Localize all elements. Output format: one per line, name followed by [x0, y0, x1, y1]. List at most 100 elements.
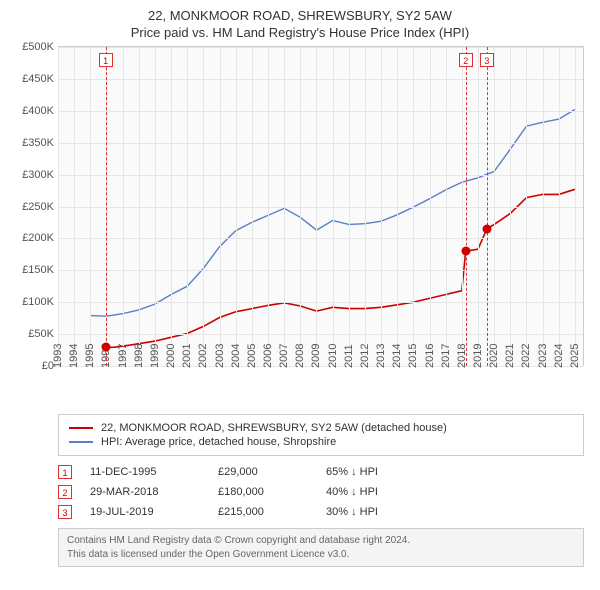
x-axis-label: 2003	[214, 344, 226, 368]
x-axis-label: 2002	[197, 344, 209, 368]
x-axis-label: 2020	[488, 344, 500, 368]
legend-swatch	[69, 427, 93, 429]
plot-area: £0£50K£100K£150K£200K£250K£300K£350K£400…	[58, 46, 584, 366]
x-axis-label: 2016	[424, 344, 436, 368]
gridline-v	[413, 47, 414, 366]
sale-price: £180,000	[218, 486, 308, 498]
gridline-v	[381, 47, 382, 366]
marker-line	[487, 47, 488, 366]
gridline-v	[284, 47, 285, 366]
y-axis-label: £100K	[10, 296, 54, 308]
y-axis-label: £0	[10, 360, 54, 372]
x-axis-label: 1995	[84, 344, 96, 368]
y-axis-label: £250K	[10, 201, 54, 213]
sale-row: 319-JUL-2019£215,00030% ↓ HPI	[58, 502, 584, 522]
x-axis-label: 2013	[375, 344, 387, 368]
gridline-h	[58, 175, 583, 176]
gridline-v	[74, 47, 75, 366]
x-axis-label: 2012	[359, 344, 371, 368]
gridline-h	[58, 111, 583, 112]
x-axis-label: 1993	[52, 344, 64, 368]
legend-item: 22, MONKMOOR ROAD, SHREWSBURY, SY2 5AW (…	[69, 421, 573, 435]
x-axis-label: 1997	[117, 344, 129, 368]
sale-date: 19-JUL-2019	[90, 506, 200, 518]
gridline-h	[58, 79, 583, 80]
x-axis-label: 1998	[133, 344, 145, 368]
sale-marker: 3	[58, 505, 72, 519]
y-axis-label: £400K	[10, 105, 54, 117]
gridline-v	[559, 47, 560, 366]
gridline-v	[510, 47, 511, 366]
sale-date: 11-DEC-1995	[90, 466, 200, 478]
x-axis-label: 2019	[472, 344, 484, 368]
gridline-v	[171, 47, 172, 366]
gridline-v	[543, 47, 544, 366]
x-axis-label: 2023	[537, 344, 549, 368]
x-axis-label: 2009	[310, 344, 322, 368]
y-axis-label: £150K	[10, 264, 54, 276]
gridline-v	[575, 47, 576, 366]
sales-table: 111-DEC-1995£29,00065% ↓ HPI229-MAR-2018…	[58, 462, 584, 522]
legend: 22, MONKMOOR ROAD, SHREWSBURY, SY2 5AW (…	[58, 414, 584, 456]
title-block: 22, MONKMOOR ROAD, SHREWSBURY, SY2 5AW P…	[10, 8, 590, 40]
marker-box: 3	[480, 53, 494, 67]
x-axis-label: 2000	[165, 344, 177, 368]
gridline-h	[58, 143, 583, 144]
series-line-property	[106, 189, 575, 347]
gridline-v	[300, 47, 301, 366]
y-axis-label: £300K	[10, 169, 54, 181]
price-point-dot	[101, 343, 110, 352]
attribution: Contains HM Land Registry data © Crown c…	[58, 528, 584, 567]
price-point-dot	[482, 224, 491, 233]
y-axis-label: £500K	[10, 41, 54, 53]
x-axis-label: 2005	[246, 344, 258, 368]
x-axis-label: 2006	[262, 344, 274, 368]
gridline-h	[58, 302, 583, 303]
y-axis-label: £350K	[10, 137, 54, 149]
gridline-v	[349, 47, 350, 366]
sale-row: 229-MAR-2018£180,00040% ↓ HPI	[58, 482, 584, 502]
chart-subtitle: Price paid vs. HM Land Registry's House …	[10, 25, 590, 40]
gridline-v	[268, 47, 269, 366]
legend-label: 22, MONKMOOR ROAD, SHREWSBURY, SY2 5AW (…	[101, 422, 447, 434]
gridline-v	[430, 47, 431, 366]
x-axis-label: 1999	[149, 344, 161, 368]
marker-line	[106, 47, 107, 366]
chart-area: £0£50K£100K£150K£200K£250K£300K£350K£400…	[58, 46, 584, 366]
x-axis-label: 2015	[407, 344, 419, 368]
gridline-h	[58, 238, 583, 239]
y-axis-label: £50K	[10, 328, 54, 340]
gridline-v	[494, 47, 495, 366]
gridline-v	[220, 47, 221, 366]
sale-relative: 65% ↓ HPI	[326, 466, 584, 478]
gridline-v	[478, 47, 479, 366]
gridline-v	[155, 47, 156, 366]
y-axis-label: £200K	[10, 232, 54, 244]
marker-box: 1	[99, 53, 113, 67]
chart-container: 22, MONKMOOR ROAD, SHREWSBURY, SY2 5AW P…	[0, 0, 600, 577]
marker-box: 2	[459, 53, 473, 67]
gridline-v	[365, 47, 366, 366]
gridline-h	[58, 47, 583, 48]
x-axis-label: 1994	[68, 344, 80, 368]
gridline-v	[446, 47, 447, 366]
gridline-v	[187, 47, 188, 366]
gridline-v	[236, 47, 237, 366]
x-axis-label: 2024	[553, 344, 565, 368]
x-axis-label: 2022	[520, 344, 532, 368]
x-axis-label: 2001	[181, 344, 193, 368]
gridline-h	[58, 334, 583, 335]
x-axis-label: 2008	[294, 344, 306, 368]
chart-title: 22, MONKMOOR ROAD, SHREWSBURY, SY2 5AW	[10, 8, 590, 23]
attribution-line-1: Contains HM Land Registry data © Crown c…	[67, 534, 575, 548]
x-axis-label: 2014	[391, 344, 403, 368]
sale-relative: 40% ↓ HPI	[326, 486, 584, 498]
sale-date: 29-MAR-2018	[90, 486, 200, 498]
x-axis-label: 2010	[327, 344, 339, 368]
attribution-line-2: This data is licensed under the Open Gov…	[67, 548, 575, 562]
legend-item: HPI: Average price, detached house, Shro…	[69, 435, 573, 449]
gridline-v	[316, 47, 317, 366]
x-axis-label: 2004	[230, 344, 242, 368]
gridline-v	[203, 47, 204, 366]
sale-price: £215,000	[218, 506, 308, 518]
